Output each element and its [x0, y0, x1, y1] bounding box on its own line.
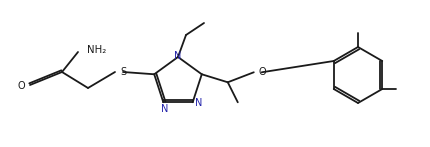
Text: N: N	[161, 104, 168, 114]
Text: N: N	[174, 51, 182, 61]
Text: N: N	[195, 98, 203, 108]
Text: O: O	[17, 81, 25, 91]
Text: O: O	[259, 67, 267, 77]
Text: S: S	[120, 67, 126, 77]
Text: NH₂: NH₂	[87, 45, 106, 55]
